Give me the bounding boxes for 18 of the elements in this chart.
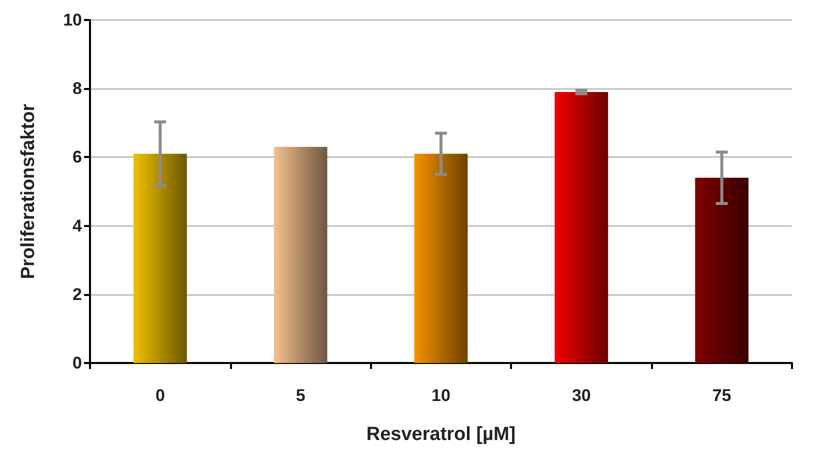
y-tick-label: 10 bbox=[63, 10, 82, 30]
x-tick-label: 10 bbox=[432, 386, 450, 405]
bar bbox=[695, 178, 748, 363]
y-tick-label: 2 bbox=[72, 284, 82, 304]
x-tick-label: 5 bbox=[296, 386, 306, 405]
x-tick-label: 75 bbox=[712, 386, 732, 405]
y-axis-title: Proliferationsfaktor bbox=[18, 103, 39, 280]
bar bbox=[554, 92, 608, 363]
bar bbox=[134, 154, 187, 363]
bar bbox=[274, 146, 328, 363]
y-tick-label: 6 bbox=[72, 148, 82, 167]
y-tick-label: 4 bbox=[72, 216, 83, 236]
x-tick-label: 0 bbox=[155, 386, 165, 405]
x-axis-title: Resveratrol [µM] bbox=[366, 424, 516, 445]
x-tick-label: 30 bbox=[572, 386, 591, 405]
y-tick-label: 0 bbox=[72, 354, 82, 372]
y-tick-label: 8 bbox=[72, 79, 82, 98]
bar bbox=[414, 154, 468, 363]
